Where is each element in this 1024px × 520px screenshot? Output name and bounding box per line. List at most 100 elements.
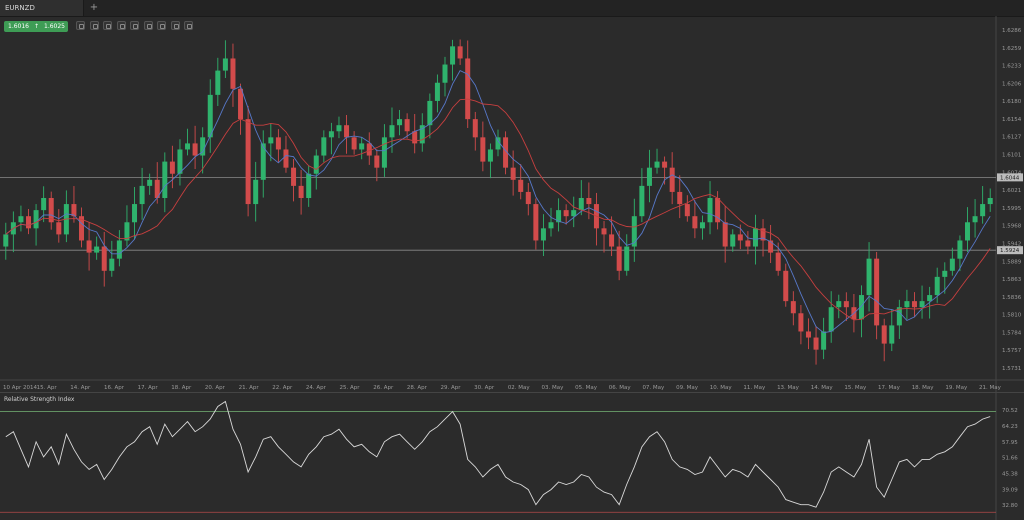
y-tick-label: 1.5810 xyxy=(1002,313,1022,319)
candle-body xyxy=(805,331,811,338)
level-label: 1.6044 xyxy=(1000,175,1020,181)
x-tick-label: 09. May xyxy=(676,385,699,391)
candle-body xyxy=(207,94,213,138)
candle-body xyxy=(465,58,471,120)
candle-body xyxy=(397,119,403,126)
price-chart[interactable]: 1.6286 1.6259 1.6233 1.6206 1.6180 1.6154 1.61… xyxy=(0,0,1024,392)
candle-body xyxy=(503,137,509,168)
candle-body xyxy=(381,137,387,168)
candle-body xyxy=(124,222,130,241)
copy-icon[interactable] xyxy=(143,21,153,30)
rsi-chart[interactable]: 70.52 64.23 57.95 51.66 45.38 39.09 32.80 xyxy=(0,392,1024,520)
list-icon[interactable] xyxy=(130,21,139,30)
candle-body xyxy=(56,222,62,235)
candle-body xyxy=(283,149,289,168)
candle-body xyxy=(3,234,9,247)
zoom-out-icon[interactable] xyxy=(89,21,99,30)
candle-body xyxy=(654,161,660,168)
y-tick-label: 1.5995 xyxy=(1002,206,1022,212)
candle-body xyxy=(927,295,933,302)
indicator-icon[interactable] xyxy=(170,21,180,30)
x-tick-label: 29. Apr xyxy=(441,385,462,391)
candle-body xyxy=(866,258,872,296)
x-tick-label: 13. May xyxy=(777,385,800,391)
candle-body xyxy=(540,228,546,241)
candle-body xyxy=(169,161,175,174)
candle-body xyxy=(715,198,721,223)
candle-body xyxy=(707,198,713,223)
candle-body xyxy=(677,191,683,205)
candle-type-icon[interactable] xyxy=(116,21,126,30)
candle-body xyxy=(949,258,955,271)
y-tick-label: 1.5757 xyxy=(1002,348,1022,354)
rsi-line xyxy=(5,400,991,508)
y-tick-label: 1.6286 xyxy=(1002,28,1022,34)
candle-body xyxy=(139,185,145,205)
candle-body xyxy=(881,325,887,344)
y-tick-label: 1.6127 xyxy=(1002,135,1022,141)
pencil-icon[interactable] xyxy=(184,21,193,30)
candle-body xyxy=(480,137,486,162)
candle-body xyxy=(957,240,963,259)
level-label-bg xyxy=(997,173,1023,182)
candle-body xyxy=(41,198,47,211)
candle-body xyxy=(684,204,690,217)
candle-body xyxy=(374,155,380,168)
add-tab-button[interactable]: + xyxy=(89,2,99,13)
draw-icon[interactable] xyxy=(157,21,166,30)
y-tick-label: 1.5863 xyxy=(1002,277,1022,283)
candle-body xyxy=(563,210,569,217)
x-tick-label: 05. May xyxy=(575,385,598,391)
x-tick-label: 21. May xyxy=(979,385,1002,391)
candle-body xyxy=(790,301,796,314)
candle-body xyxy=(571,210,577,217)
x-tick-label: 07. May xyxy=(642,385,665,391)
candle-body xyxy=(919,301,925,308)
crosshair-icon[interactable] xyxy=(103,21,112,30)
candle-body xyxy=(154,179,160,198)
y-tick-label: 1.5889 xyxy=(1002,259,1022,265)
tab-bar: EURNZD + xyxy=(0,0,1024,17)
candle-body xyxy=(510,167,516,180)
candle-body xyxy=(609,234,615,247)
candle-body xyxy=(94,246,100,253)
candle-body xyxy=(722,222,728,247)
candle-body xyxy=(268,137,274,144)
candle-body xyxy=(328,131,334,138)
candle-body xyxy=(336,125,342,132)
candle-body xyxy=(412,131,418,144)
candle-body xyxy=(624,246,630,271)
candle-body xyxy=(351,137,357,150)
candle-body xyxy=(48,198,54,223)
candle-body xyxy=(911,301,917,308)
candle-body xyxy=(843,301,849,308)
candle-body xyxy=(548,222,554,229)
candle-body xyxy=(730,234,736,247)
candle-body xyxy=(457,46,463,59)
tab-eurnzd[interactable]: EURNZD xyxy=(0,0,84,16)
candle-body xyxy=(109,258,115,271)
candle-body xyxy=(238,88,244,120)
candle-body xyxy=(162,161,168,198)
y-tick-label: 1.5784 xyxy=(1002,330,1022,336)
x-tick-label: 18. May xyxy=(912,385,935,391)
candle-body xyxy=(836,301,842,308)
candle-body xyxy=(578,198,584,211)
rsi-y-tick-label: 32.80 xyxy=(1002,503,1018,509)
candle-body xyxy=(18,216,24,223)
candle-body xyxy=(934,276,940,296)
candle-body xyxy=(185,143,191,150)
x-tick-label: 10. May xyxy=(710,385,733,391)
slow-moving-average-line xyxy=(5,98,991,321)
x-tick-label: 14. Apr xyxy=(70,385,91,391)
x-tick-label: 03. May xyxy=(541,385,564,391)
candle-body xyxy=(192,143,198,156)
candle-body xyxy=(71,204,77,217)
x-tick-label: 16. Apr xyxy=(104,385,125,391)
candle-body xyxy=(101,246,107,271)
trade-ticker[interactable]: 1.6016 ↑ 1.6025 xyxy=(4,21,68,32)
level-label: 1.5924 xyxy=(1000,248,1020,254)
zoom-in-icon[interactable] xyxy=(76,21,85,30)
candle-body xyxy=(442,64,448,83)
candle-body xyxy=(525,191,531,205)
